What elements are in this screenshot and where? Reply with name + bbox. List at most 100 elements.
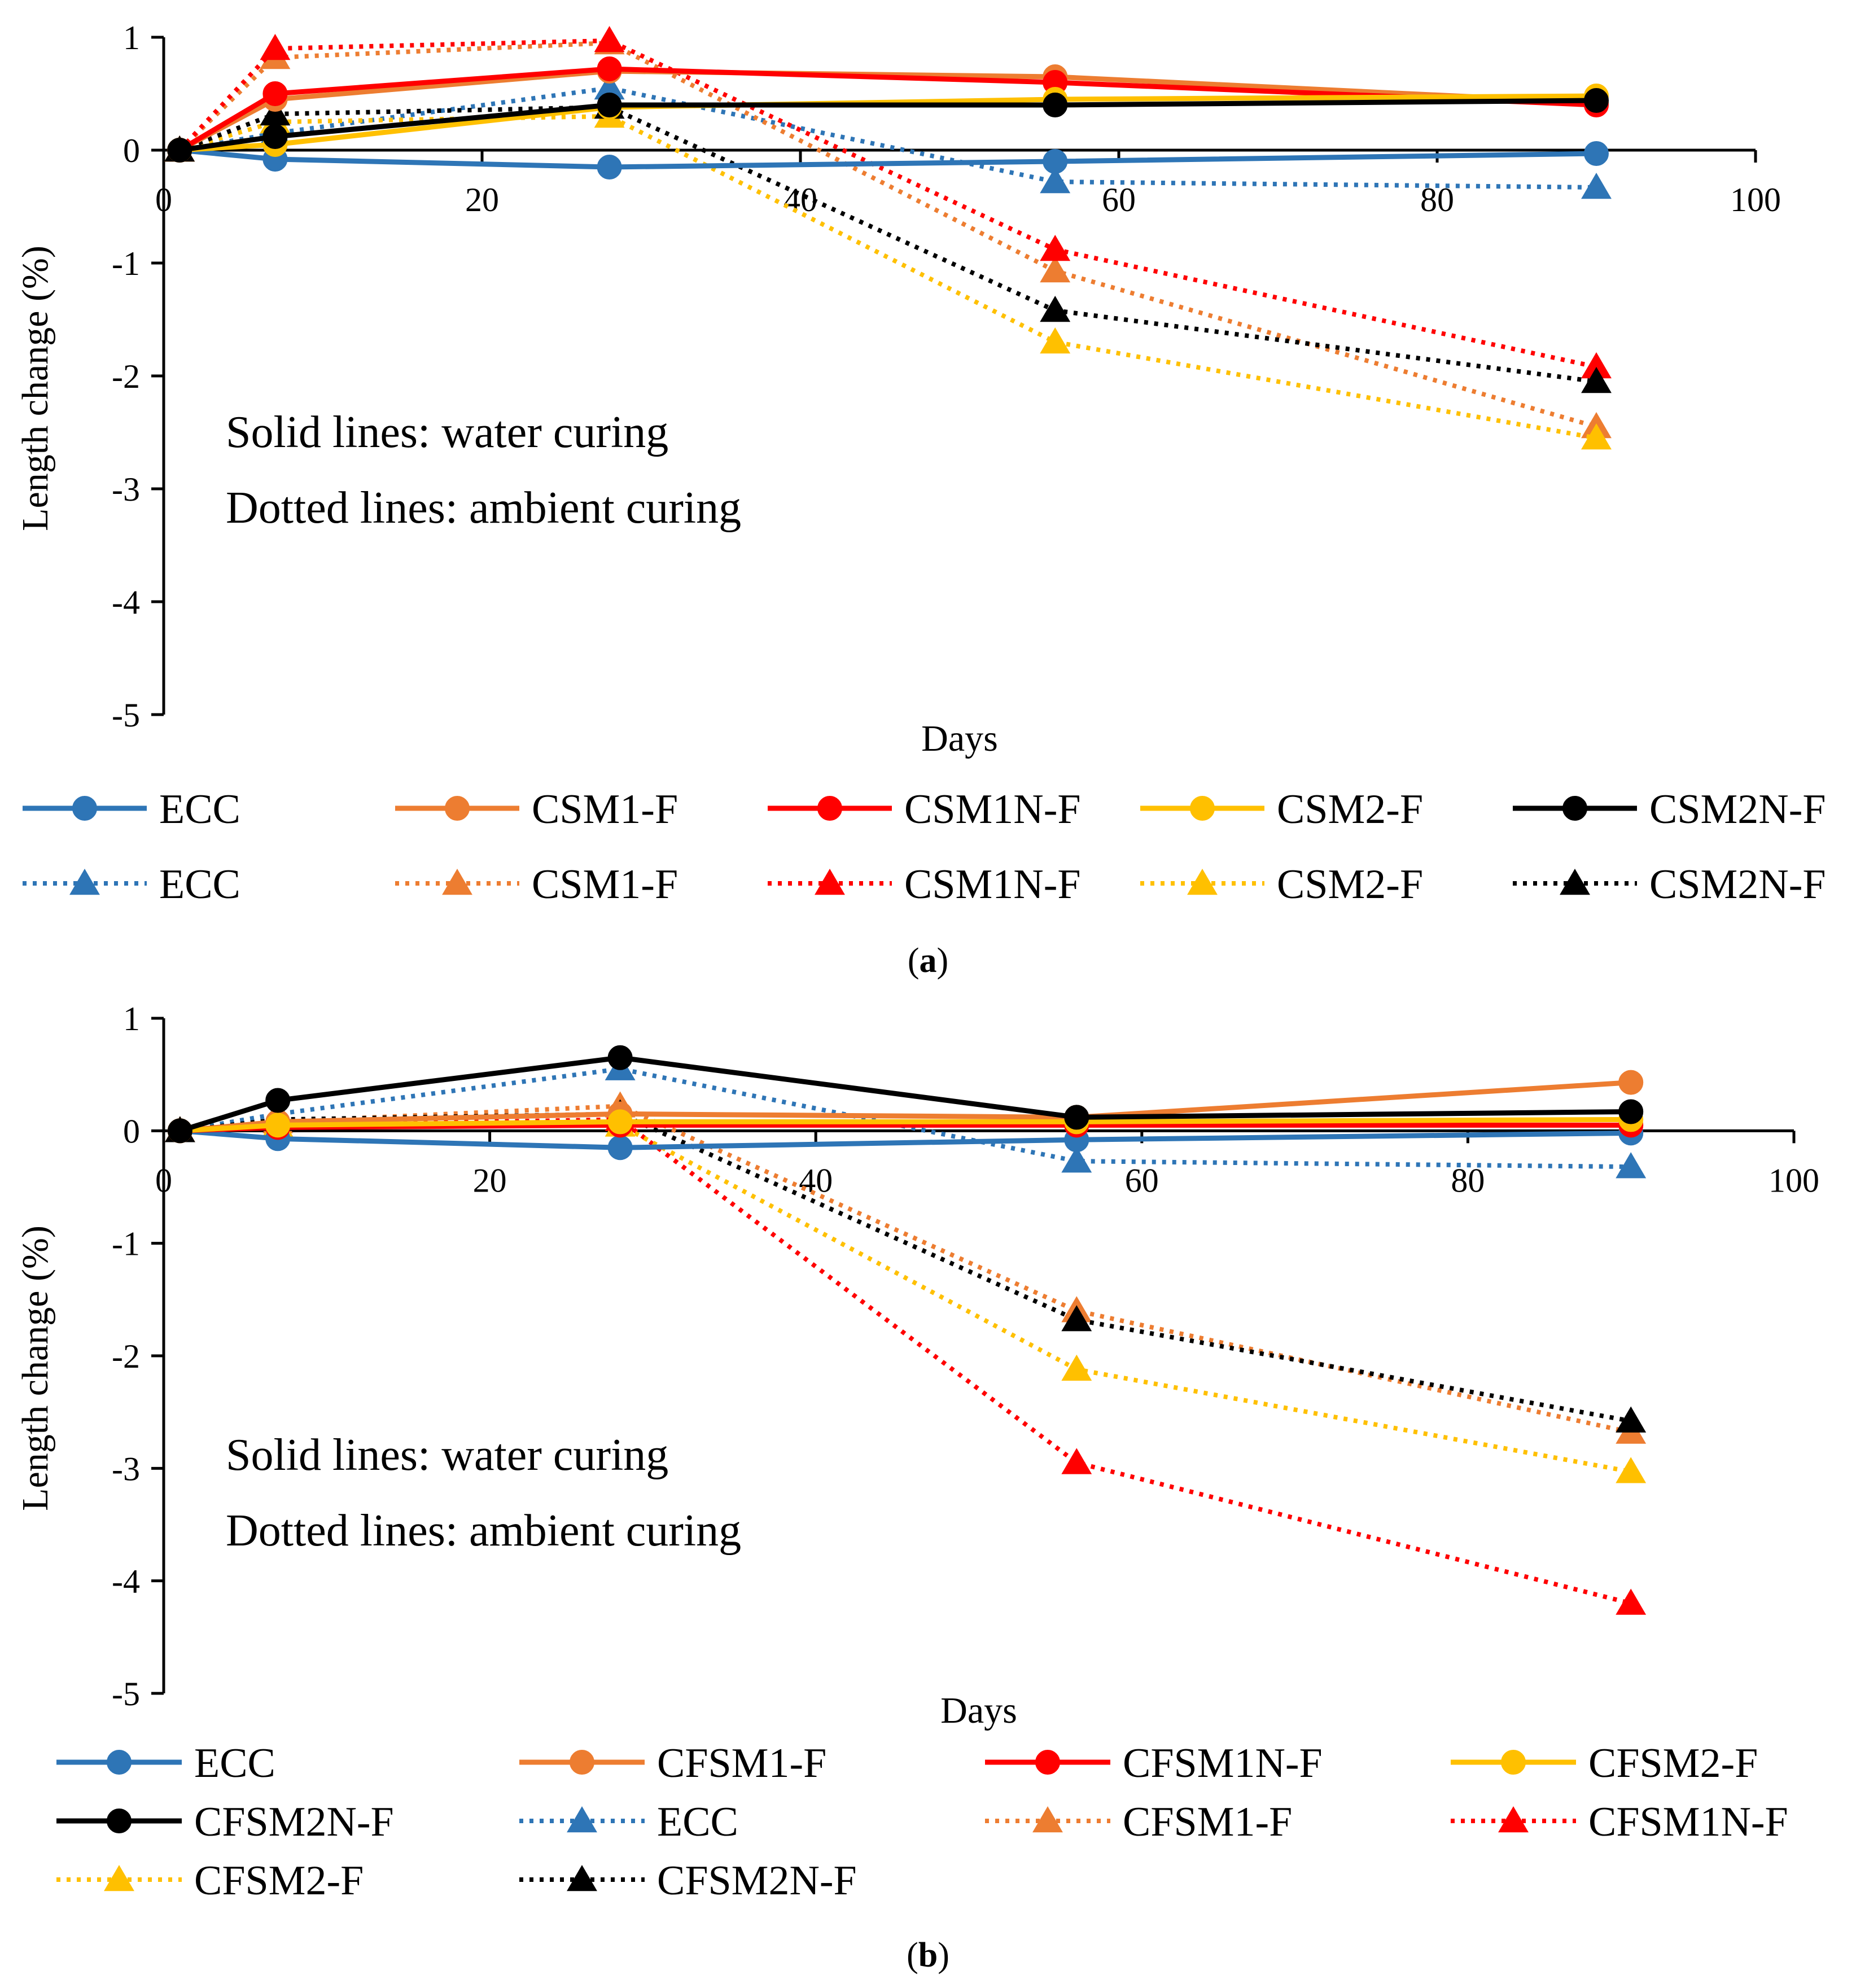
- data-point: [167, 138, 192, 163]
- data-point: [1616, 1588, 1647, 1615]
- x-tick-label: 100: [1730, 181, 1781, 218]
- y-tick-label: -1: [112, 1225, 140, 1263]
- legend-marker: [445, 796, 470, 821]
- data-point: [1581, 367, 1612, 393]
- legend-marker: [1562, 796, 1587, 821]
- y-tick-label: -1: [112, 245, 140, 282]
- curing-note: Solid lines: water curing: [226, 1430, 668, 1480]
- x-tick-label: 20: [473, 1162, 507, 1199]
- x-tick-label: 60: [1102, 181, 1136, 218]
- legend-item: CSM2-F: [1140, 786, 1423, 833]
- plot-area: [164, 26, 1612, 450]
- legend-item: CSM1N-F: [768, 861, 1081, 908]
- x-tick-label: 40: [799, 1162, 833, 1199]
- legend-item: ECC: [23, 786, 240, 833]
- caption-open: (: [907, 1936, 918, 1974]
- legend-item: CFSM2N-F: [519, 1858, 857, 1904]
- y-tick-label: -4: [112, 1563, 140, 1600]
- data-point: [1581, 173, 1612, 199]
- data-point: [265, 1113, 291, 1138]
- legend-label: CSM2-F: [1277, 786, 1423, 833]
- data-point: [1040, 167, 1071, 194]
- data-point: [262, 81, 288, 106]
- legend-item: CFSM2-F: [1451, 1740, 1758, 1786]
- curing-note: Solid lines: water curing: [226, 408, 668, 457]
- x-tick-label: 20: [465, 181, 499, 218]
- plot-area: [164, 1045, 1647, 1615]
- y-tick-label: 1: [123, 19, 140, 56]
- legend-label: CFSM1-F: [657, 1740, 826, 1786]
- data-point: [1061, 1448, 1092, 1474]
- legend-label: CSM1-F: [532, 861, 678, 908]
- legend-label: ECC: [194, 1740, 275, 1786]
- legend: ECC CSM1-F CSM1N-F CSM2-F CSM2N-F ECC CSM1-F CS…: [23, 786, 1826, 908]
- data-point: [265, 1088, 291, 1113]
- legend-marker: [1032, 1806, 1063, 1833]
- legend-label: CFSM1N-F: [1588, 1799, 1788, 1845]
- axes: 1 0 -1 -2 -3 -4 -5 0 20 40 60 80 100: [112, 1000, 1819, 1713]
- y-axis-title: Length change (%): [15, 246, 56, 531]
- series-line: [178, 38, 1597, 369]
- legend-label: CFSM1-F: [1123, 1799, 1292, 1845]
- legend-item: ECC: [519, 1799, 738, 1845]
- panel-caption: (a): [908, 942, 948, 980]
- x-tick-label: 0: [155, 1162, 172, 1199]
- data-point: [1040, 256, 1071, 283]
- legend-item: CFSM2-F: [56, 1858, 364, 1904]
- y-tick-label: -2: [112, 1338, 140, 1375]
- legend-label: ECC: [657, 1799, 738, 1845]
- x-tick-label: 60: [1125, 1162, 1159, 1199]
- panel-b: 1 0 -1 -2 -3 -4 -5 0 20 40 60 80 100 Days Length chang…: [15, 1000, 1819, 1974]
- data-point: [167, 1118, 192, 1144]
- panel-caption: (b): [907, 1936, 949, 1974]
- legend-item: ECC: [23, 861, 240, 908]
- data-point: [597, 155, 622, 179]
- curing-note: Dotted lines: ambient curing: [226, 1506, 741, 1556]
- data-point: [1584, 141, 1609, 166]
- legend-item: ECC: [56, 1740, 275, 1786]
- legend-label: CFSM1N-F: [1123, 1740, 1323, 1786]
- y-tick-label: 0: [123, 1113, 140, 1150]
- legend-marker: [567, 1806, 597, 1833]
- caption-close: ): [937, 942, 949, 980]
- data-point: [1040, 235, 1071, 261]
- legend-marker: [1560, 869, 1590, 895]
- legend-label: CSM1N-F: [904, 861, 1081, 908]
- data-point: [1616, 1457, 1647, 1483]
- legend-marker: [570, 1750, 594, 1775]
- legend-item: CSM2-F: [1140, 861, 1423, 908]
- legend-marker: [817, 796, 842, 821]
- legend-label: CFSM2-F: [1588, 1740, 1758, 1786]
- caption-letter: b: [918, 1936, 938, 1974]
- legend-marker: [567, 1865, 597, 1891]
- x-axis-title: Days: [921, 718, 998, 759]
- legend-item: CFSM2N-F: [56, 1799, 394, 1845]
- series-cfsm2n-f-solid: [167, 1045, 1644, 1144]
- x-tick-label: 100: [1769, 1162, 1819, 1199]
- data-point: [1043, 93, 1068, 117]
- legend-marker: [1187, 869, 1218, 895]
- legend-label: ECC: [159, 861, 240, 908]
- y-tick-label: -5: [112, 697, 140, 734]
- legend-item: CSM2N-F: [1513, 786, 1826, 833]
- data-point: [1616, 1152, 1647, 1179]
- legend-item: CSM1-F: [395, 786, 678, 833]
- data-point: [1618, 1070, 1644, 1095]
- legend-marker: [442, 869, 472, 895]
- y-tick-label: -5: [112, 1675, 140, 1713]
- legend-item: CFSM1-F: [985, 1799, 1292, 1845]
- y-tick-label: -2: [112, 358, 140, 395]
- legend-label: CSM2-F: [1277, 861, 1423, 908]
- data-point: [607, 1045, 633, 1070]
- caption-letter: a: [920, 942, 937, 980]
- data-point: [607, 1109, 633, 1135]
- legend-label: CSM2N-F: [1649, 786, 1826, 833]
- caption-open: (: [908, 942, 920, 980]
- data-point: [1618, 1099, 1644, 1124]
- caption-close: ): [938, 1936, 949, 1974]
- data-point: [1040, 296, 1071, 322]
- y-tick-label: 0: [123, 132, 140, 169]
- legend-label: ECC: [159, 786, 240, 833]
- data-point: [262, 124, 288, 149]
